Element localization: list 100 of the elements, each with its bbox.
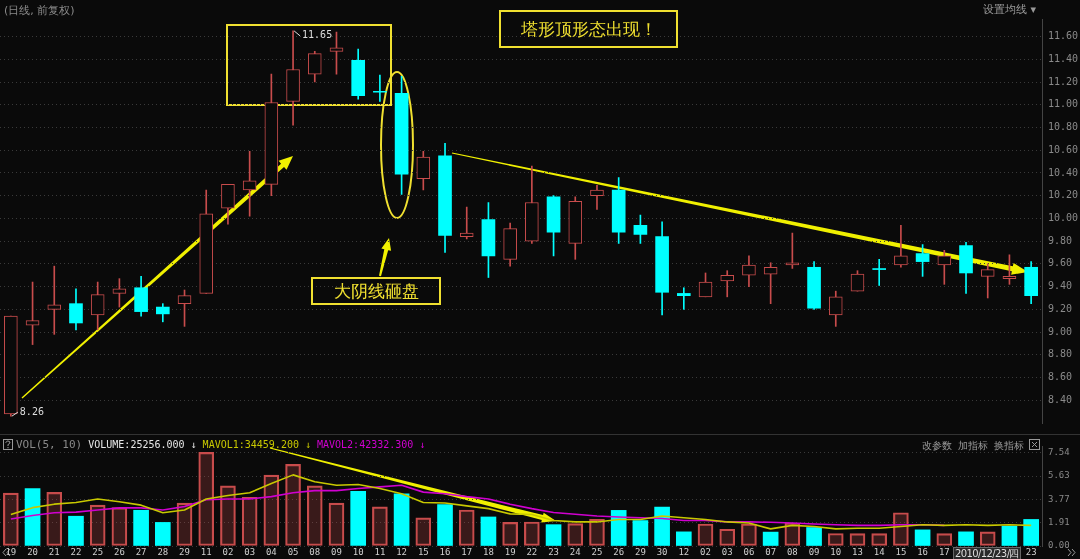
bar	[154, 522, 171, 546]
bar	[111, 507, 128, 546]
candlestick	[937, 249, 952, 285]
x-tick-label: 14	[873, 546, 885, 557]
bar	[480, 516, 497, 546]
x-tick-label: 22	[526, 546, 538, 557]
annotation: 加指标	[958, 439, 988, 453]
text: 设置均线 ▾	[983, 2, 1037, 17]
x-tick-label: 15	[417, 546, 429, 557]
annotation: VOLUME:25256.000 ↓	[88, 439, 197, 450]
x-tick-label: 11	[374, 546, 386, 557]
bar	[502, 522, 518, 546]
bar	[393, 493, 410, 546]
x-tick-label: 27	[135, 546, 147, 557]
bar	[958, 531, 974, 546]
bar	[806, 527, 822, 546]
x-tick-label: 12	[678, 546, 690, 557]
y-tick-label: 11.20	[1048, 75, 1079, 87]
x-tick-label: 15	[895, 546, 907, 557]
x-tick-label: 10	[830, 546, 842, 557]
x-tick-label: 17	[461, 546, 473, 557]
text: MAVOL1:34459.200 ↓	[202, 439, 311, 450]
y-tick-label: 8.80	[1048, 348, 1073, 360]
y-tick-label: 9.60	[1048, 257, 1073, 269]
y-tick-label: 10.60	[1048, 143, 1079, 155]
annotation: 大阴线砸盘	[311, 277, 441, 305]
x-tick-label: 16	[439, 546, 451, 557]
bar	[632, 520, 649, 546]
y-tick-label: 9.20	[1048, 302, 1073, 314]
bar	[24, 488, 41, 546]
candlestick	[872, 259, 887, 286]
x-tick-label: 05	[287, 546, 299, 557]
annotation: 塔形顶形态出现！	[499, 10, 678, 48]
x-tick-label: 17	[938, 546, 950, 557]
bar	[133, 509, 149, 546]
x-tick-label: 21	[48, 546, 60, 557]
y-tick-label: 11.40	[1048, 52, 1079, 64]
bar	[328, 502, 345, 546]
y-tick-label: 9.00	[1048, 325, 1073, 337]
bar	[285, 464, 301, 546]
bar	[545, 524, 562, 546]
candlestick	[676, 287, 691, 310]
bar	[263, 474, 280, 546]
x-tick-label: 08	[786, 546, 798, 557]
bar	[675, 531, 692, 546]
x-tick-label: 06	[743, 546, 755, 557]
y-tick-label: 0.00	[1048, 540, 1070, 551]
y-tick-label: 7.54	[1048, 446, 1070, 457]
bar	[415, 517, 432, 546]
x-tick-label: 08	[309, 546, 321, 557]
bar	[762, 531, 779, 546]
x-tick-label: 13	[852, 546, 863, 557]
x-tick-label: 11	[200, 546, 212, 557]
candlestick	[47, 265, 62, 335]
x-tick-label: 20	[27, 546, 38, 557]
bar	[241, 496, 258, 546]
x-tick-label: 26	[613, 546, 625, 557]
x-tick-label: 16	[917, 546, 929, 557]
text: MAVOL2:42332.300 ↓	[316, 439, 426, 450]
x-tick-label: 24	[569, 546, 581, 557]
x-tick-label: 23	[1025, 546, 1037, 557]
candlestick	[373, 74, 387, 102]
bar	[68, 515, 84, 546]
x-tick-label: 07	[765, 546, 777, 557]
bar	[89, 504, 106, 546]
y-tick-label: 5.63	[1048, 470, 1070, 481]
x-tick-label: 09	[808, 546, 820, 557]
x-tick-label: 29	[634, 546, 646, 557]
x-tick-label: 22	[70, 546, 82, 557]
bar	[654, 506, 670, 546]
x-tick-label: 02	[222, 546, 234, 557]
y-tick-label: 8.60	[1048, 371, 1073, 383]
x-tick-label: 19	[504, 546, 516, 557]
x-tick-label: 09	[331, 546, 342, 557]
y-tick-label: 10.80	[1048, 121, 1079, 133]
x-tick-label: 03	[721, 546, 733, 557]
y-tick-label: 9.40	[1048, 280, 1073, 292]
x-tick-label: 03	[244, 546, 256, 557]
bar	[567, 523, 584, 546]
candlestick	[459, 206, 474, 240]
candlestick	[590, 185, 604, 210]
annotation: 8.26	[19, 405, 44, 417]
bar	[524, 521, 540, 546]
x-tick-label: 26	[113, 546, 125, 557]
x-tick-label: 18	[483, 546, 494, 557]
bar	[372, 506, 388, 546]
text: 2010/12/23/四	[953, 547, 1021, 559]
bar	[914, 529, 931, 546]
bar	[697, 523, 714, 546]
x-tick-label: 23	[548, 546, 559, 557]
bar	[458, 509, 475, 546]
candlestick	[720, 270, 735, 298]
annotation: 改参数	[922, 439, 952, 453]
y-tick-label: 11.00	[1048, 98, 1079, 110]
y-tick-label: 8.40	[1048, 393, 1073, 405]
x-tick-label: 29	[179, 546, 190, 557]
x-tick-label: 28	[157, 546, 169, 557]
chart-title: (日线, 前复权)	[4, 3, 75, 18]
x-tick-label: 10	[352, 546, 364, 557]
annotation: 11.65	[302, 29, 333, 41]
